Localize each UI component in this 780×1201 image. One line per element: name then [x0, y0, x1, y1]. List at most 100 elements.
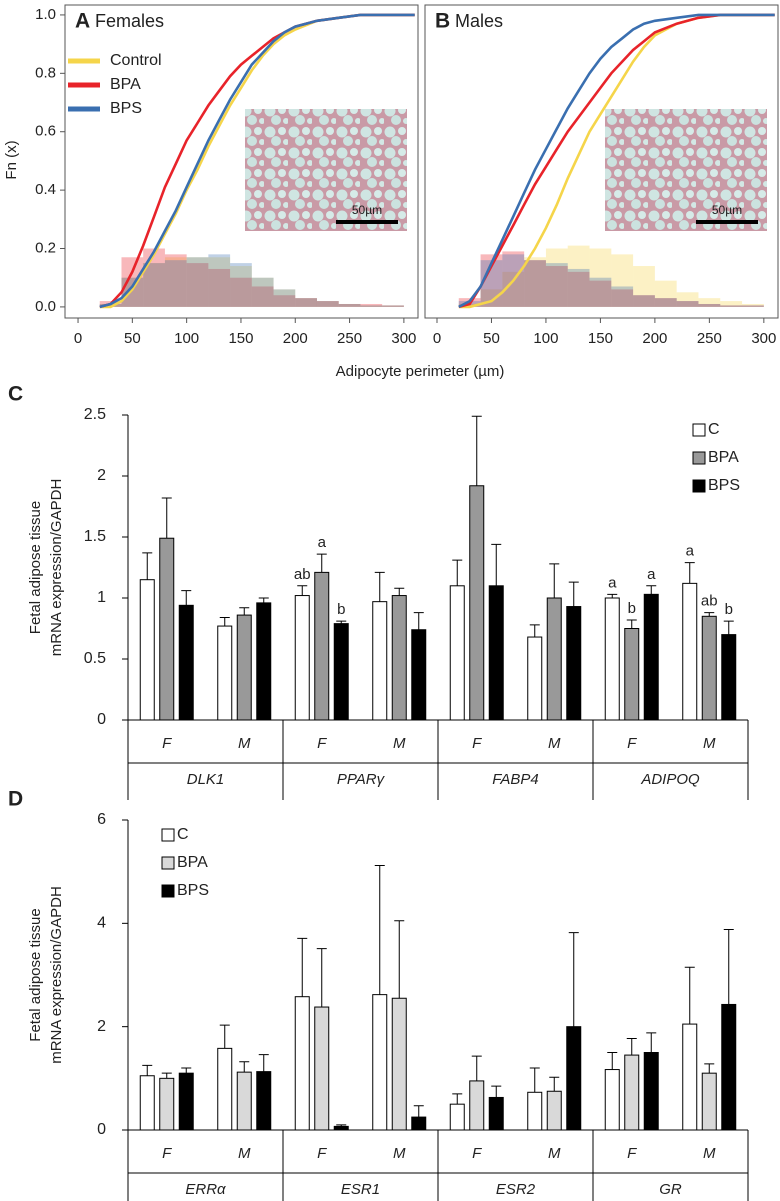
error-bar — [181, 590, 192, 606]
error-bar — [374, 864, 385, 995]
bar — [139, 579, 155, 721]
scale-bar-label: 50µm — [712, 203, 742, 217]
error-bar — [646, 1032, 657, 1053]
inset-image — [245, 109, 407, 231]
bar — [391, 595, 407, 721]
error-bar — [142, 1064, 153, 1076]
histogram-bar — [654, 298, 677, 307]
error-bar — [374, 571, 385, 602]
error-bar — [723, 929, 734, 1005]
error-bar — [181, 1067, 192, 1074]
histogram-bar — [121, 277, 144, 307]
histogram-bar — [295, 298, 317, 307]
panel-label: B — [435, 10, 450, 33]
histogram-bar — [720, 305, 743, 307]
sex-label: M — [703, 1145, 716, 1162]
legend-label: BPS — [708, 477, 740, 494]
ecdf-line — [458, 13, 775, 309]
histogram-bar — [230, 263, 252, 307]
y-tick-label: 2 — [97, 467, 106, 484]
error-bar — [452, 1093, 463, 1105]
histogram-bar — [295, 298, 317, 307]
gene-label: FABP4 — [492, 771, 538, 788]
histogram-bar — [230, 277, 252, 307]
bar — [624, 1054, 640, 1131]
x-tick-label: 0 — [433, 330, 441, 347]
legend-label: C — [708, 421, 720, 438]
bar — [314, 1006, 330, 1131]
bar — [178, 604, 194, 721]
bar — [178, 1072, 194, 1131]
sex-label: M — [393, 735, 406, 752]
histogram-bar — [589, 277, 612, 307]
error-bar — [452, 559, 463, 586]
bar — [294, 595, 310, 721]
histogram-bar — [273, 295, 296, 307]
histogram-bar — [524, 260, 546, 307]
bar — [721, 1003, 737, 1131]
legend-label: BPA — [708, 449, 739, 466]
sex-label: M — [703, 735, 716, 752]
legend-label: BPA — [110, 76, 141, 93]
histogram-bar — [720, 305, 743, 307]
bar — [682, 1023, 698, 1131]
histogram-bar — [633, 266, 655, 307]
histogram-bar — [273, 289, 296, 307]
error-bar — [142, 552, 153, 580]
sex-label: M — [548, 735, 561, 752]
bar — [488, 585, 504, 721]
error-bar — [413, 612, 424, 630]
histogram-bar — [316, 301, 339, 307]
y-tick-label: 0.2 — [35, 239, 56, 256]
bar — [139, 1075, 155, 1131]
legend-swatch — [161, 884, 175, 898]
histogram-bar — [589, 248, 612, 307]
histogram-bar — [251, 286, 274, 307]
error-bar — [549, 1076, 560, 1092]
sex-label: F — [472, 1145, 482, 1162]
histogram-bar — [654, 280, 677, 307]
bar — [624, 628, 640, 721]
error-bar — [297, 937, 308, 997]
sex-label: M — [238, 1145, 251, 1162]
legend-label: BPS — [177, 882, 209, 899]
bar — [236, 614, 252, 721]
bar — [314, 571, 330, 721]
histogram-bar — [502, 271, 525, 307]
bar — [701, 1072, 717, 1131]
sex-label: F — [162, 1145, 172, 1162]
bar — [682, 582, 698, 721]
bar — [333, 623, 349, 721]
gene-label: PPARγ — [337, 771, 386, 788]
bar — [372, 601, 388, 721]
y-tick-label: 0 — [97, 711, 106, 728]
histogram-bar — [295, 298, 317, 307]
bar — [566, 606, 582, 721]
error-bar — [529, 1067, 540, 1093]
histogram-bar — [143, 263, 165, 307]
panel-title: Males — [455, 11, 503, 31]
histogram-bar — [742, 305, 764, 307]
histogram-bar — [676, 292, 699, 307]
error-bar — [704, 612, 715, 617]
sex-label: F — [317, 735, 327, 752]
significance-letter: a — [608, 574, 617, 591]
histogram-bar — [208, 257, 231, 307]
histogram-bar — [382, 305, 404, 307]
x-tick-label: 250 — [697, 330, 722, 347]
error-bar — [568, 581, 579, 607]
y-tick-label: 0.8 — [35, 64, 56, 81]
bar — [159, 1077, 175, 1131]
histogram-bar — [524, 257, 546, 307]
histogram-bar — [338, 303, 361, 307]
histogram-bar — [633, 295, 655, 307]
bar — [372, 994, 388, 1131]
histogram-bar — [186, 263, 209, 307]
histogram-bar — [676, 301, 699, 307]
bar — [643, 1052, 659, 1131]
bar — [546, 597, 562, 721]
panel-title: Females — [95, 11, 164, 31]
bar — [236, 1071, 252, 1131]
sex-label: M — [548, 1145, 561, 1162]
bar — [566, 1026, 582, 1131]
